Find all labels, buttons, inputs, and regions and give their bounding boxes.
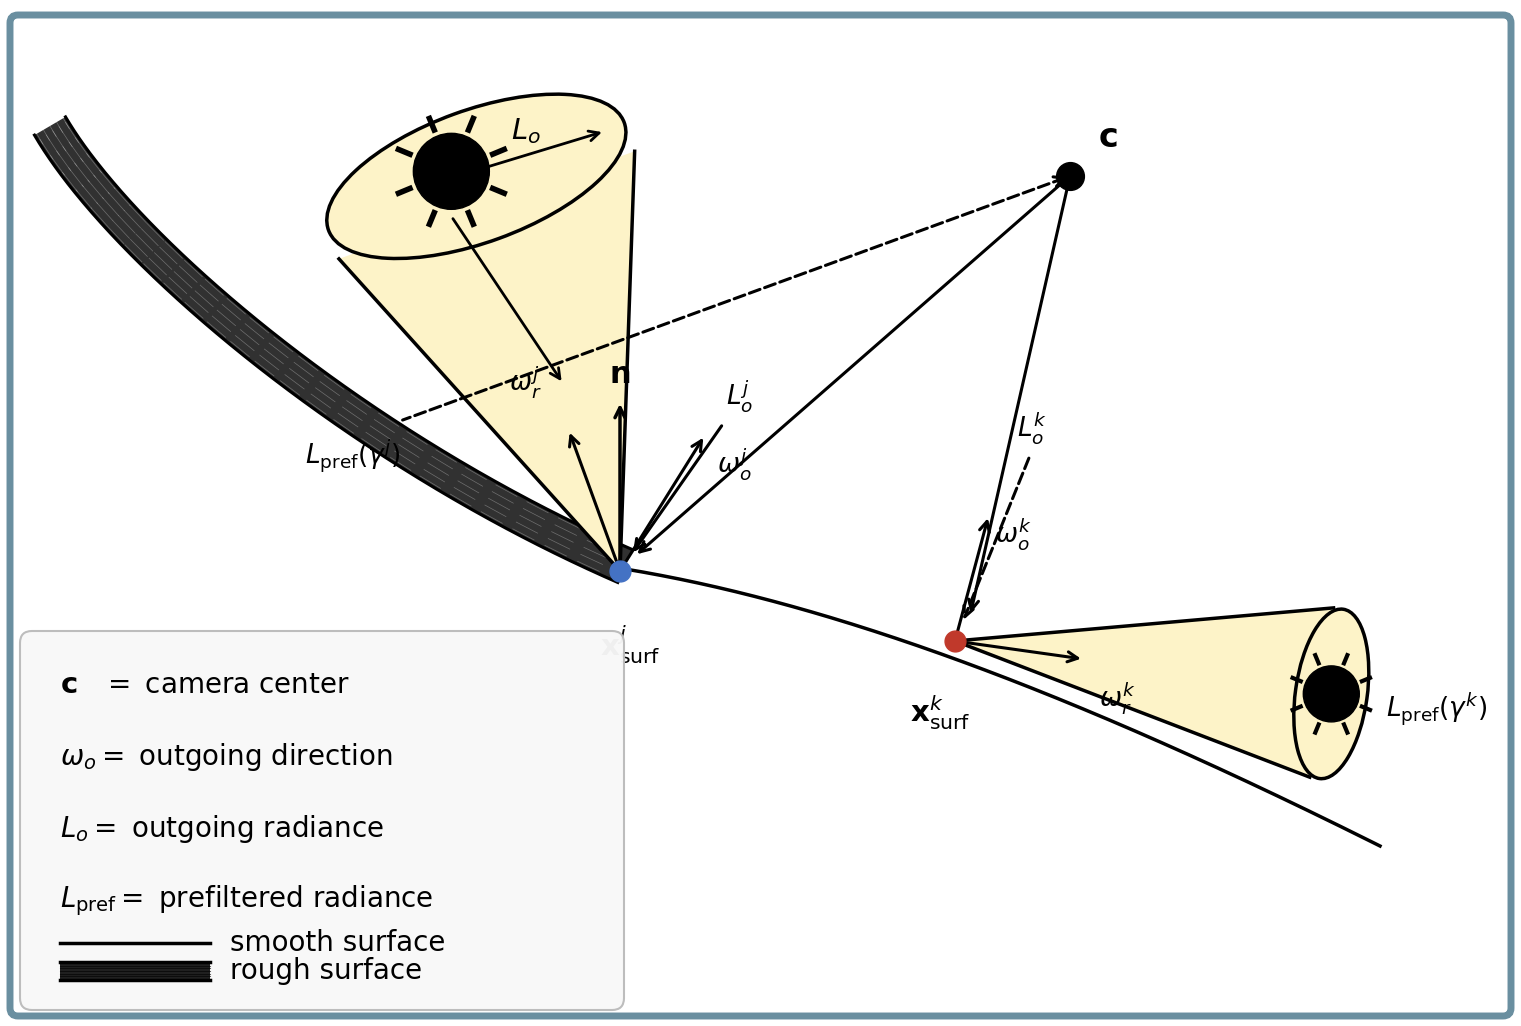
Text: $\mathbf{c}$: $\mathbf{c}$: [1098, 121, 1118, 154]
Text: $L_\mathrm{pref}(\gamma^j)$: $L_\mathrm{pref}(\gamma^j)$: [306, 438, 400, 474]
Text: smooth surface: smooth surface: [230, 929, 446, 957]
Polygon shape: [35, 117, 633, 583]
Text: $L_o^k$: $L_o^k$: [1018, 410, 1046, 446]
Text: $\omega_r^j$: $\omega_r^j$: [510, 364, 541, 400]
Text: $\omega_o^k$: $\omega_o^k$: [995, 516, 1031, 552]
Text: $\mathbf{n}$: $\mathbf{n}$: [610, 360, 631, 389]
Polygon shape: [955, 607, 1334, 777]
Text: $\omega_o$$=$ outgoing direction: $\omega_o$$=$ outgoing direction: [59, 741, 392, 773]
Text: $L_\mathrm{pref}$$=$ prefiltered radiance: $L_\mathrm{pref}$$=$ prefiltered radianc…: [59, 883, 433, 918]
Circle shape: [1303, 666, 1360, 722]
FancyBboxPatch shape: [11, 15, 1510, 1016]
Ellipse shape: [327, 94, 627, 259]
Text: $L_o$: $L_o$: [511, 117, 541, 147]
Text: rough surface: rough surface: [230, 957, 423, 985]
FancyBboxPatch shape: [20, 631, 624, 1010]
Text: $=$ camera center: $=$ camera center: [102, 671, 350, 699]
Polygon shape: [339, 151, 634, 571]
Text: $\mathbf{c}$: $\mathbf{c}$: [59, 671, 78, 699]
Text: $L_o$$=$ outgoing radiance: $L_o$$=$ outgoing radiance: [59, 813, 383, 845]
Text: $\mathbf{x}^k_\mathrm{surf}$: $\mathbf{x}^k_\mathrm{surf}$: [910, 693, 970, 732]
Text: $\omega_r^k$: $\omega_r^k$: [1098, 680, 1135, 716]
Text: $L_\mathrm{pref}(\gamma^k)$: $L_\mathrm{pref}(\gamma^k)$: [1386, 690, 1488, 727]
Ellipse shape: [1294, 609, 1369, 779]
Text: $\mathbf{x}^j_\mathrm{surf}$: $\mathbf{x}^j_\mathrm{surf}$: [599, 623, 660, 666]
Circle shape: [414, 133, 490, 209]
Text: $\omega_o^j$: $\omega_o^j$: [718, 446, 751, 482]
Bar: [59, 962, 210, 980]
Text: $L_o^j$: $L_o^j$: [726, 379, 753, 415]
